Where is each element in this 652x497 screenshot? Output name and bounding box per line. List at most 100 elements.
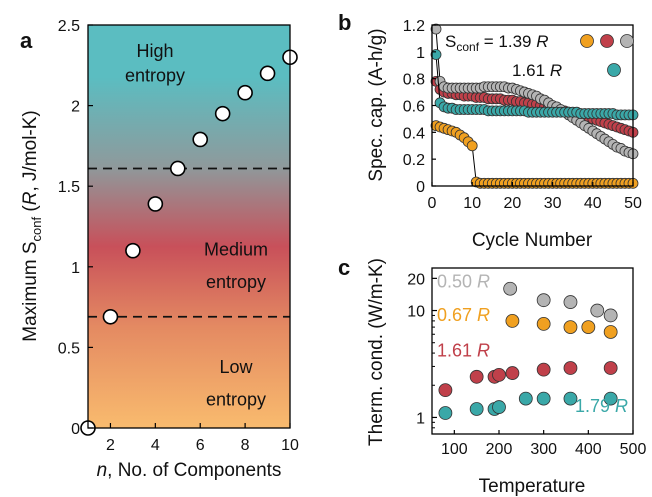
- x-tick-label: 20: [504, 195, 522, 212]
- data-point-orange: [505, 313, 520, 328]
- data-point: [169, 160, 186, 177]
- data-point-gray: [503, 281, 518, 296]
- series-label-red: 1.61 R: [437, 341, 490, 361]
- x-tick-label: 100: [441, 441, 468, 458]
- y-tick-label: 0: [71, 421, 80, 438]
- data-point-gray: [563, 295, 578, 309]
- panel-a: a High entropy Medium entropy Low entropy 2 4 6…: [20, 18, 299, 481]
- y-tick-label: 2: [71, 99, 80, 116]
- data-point-red: [505, 366, 520, 380]
- data-point-teal: [603, 391, 618, 406]
- panel-b: b Sconf = 1.39 R1.61 R 0 10 20 30 40 50 00.20…: [338, 10, 642, 251]
- y-tick-label: 0.8: [403, 72, 425, 89]
- data-point-red: [536, 362, 551, 377]
- panel-c-plot-area: [432, 268, 633, 434]
- y-tick-label: 1.5: [58, 179, 80, 196]
- series-label-r: R: [615, 396, 628, 416]
- panel-b-label: b: [338, 10, 351, 35]
- data-point: [102, 308, 119, 325]
- x-tick-label: 4: [151, 437, 160, 454]
- x-tick-label: 10: [463, 195, 481, 212]
- y-tick-label: 0.6: [403, 99, 425, 116]
- x-tick-label: 300: [530, 441, 557, 458]
- panel-a-background: [88, 25, 290, 428]
- y-tick-label: 0.4: [403, 125, 425, 142]
- y-tick-label: 1: [416, 410, 425, 427]
- data-point-teal: [518, 391, 533, 406]
- data-point-red: [438, 383, 453, 398]
- series-label-gray: 0.50 R: [437, 271, 490, 291]
- region-label-1-line1: High: [136, 41, 173, 61]
- data-point-gray: [590, 303, 605, 318]
- data-point: [214, 105, 231, 122]
- y-tick-label: 2.5: [58, 18, 80, 35]
- panel-a-xlabel: n, No. of Components: [97, 460, 282, 481]
- panel-c-frame: [431, 267, 634, 435]
- data-point-gray: [430, 23, 442, 35]
- region-label-3-line2: entropy: [206, 389, 266, 409]
- x-tick-label: 30: [544, 195, 562, 212]
- region-label-2-line1: Medium: [204, 240, 268, 260]
- legend-label-1: Sconf = 1.39 R: [445, 32, 549, 54]
- data-point: [125, 242, 141, 259]
- data-point-red: [492, 368, 506, 382]
- data-point-orange: [581, 320, 596, 334]
- x-tick-label: 50: [624, 195, 642, 212]
- y-tick-label: 1: [416, 45, 425, 62]
- x-tick-label: 8: [241, 437, 250, 454]
- legend-text-part: conf: [456, 40, 479, 54]
- legend-marker-teal: [607, 63, 621, 77]
- x-tick-label: 0: [428, 195, 437, 212]
- panel-c-label: c: [338, 255, 350, 280]
- y-tick-label: 1.2: [403, 18, 425, 35]
- region-label-3-line1: Low: [219, 357, 253, 377]
- data-point-red: [603, 361, 618, 375]
- panel-c-xlabel: Temperature: [479, 476, 586, 497]
- data-point-red: [563, 361, 578, 375]
- region-label-2-line2: entropy: [206, 272, 266, 292]
- y-tick-label: 1: [71, 260, 80, 277]
- data-point-gray: [603, 308, 618, 323]
- data-point-teal: [438, 406, 453, 420]
- series-label-value: 0.67: [437, 305, 477, 325]
- series-label-value: 1.61: [437, 341, 477, 361]
- x-tick-label: 6: [196, 437, 205, 454]
- y-tick-label: 0.2: [403, 152, 425, 169]
- data-point: [147, 196, 164, 212]
- data-point-teal: [469, 402, 484, 416]
- data-point-teal: [492, 400, 506, 414]
- data-point-teal: [563, 391, 578, 406]
- x-tick-label: 2: [106, 437, 115, 454]
- series-label-value: 0.50: [437, 271, 477, 291]
- data-point-orange: [603, 325, 618, 339]
- legend-marker-gray: [620, 34, 634, 48]
- panel-c: c 0.50 R0.67 R1.61 R1.79 R 100 200 300 400 5…: [338, 255, 646, 497]
- series-label-r: R: [477, 271, 490, 291]
- y-tick-label: 0.5: [58, 340, 80, 357]
- x-tick-label: 500: [620, 441, 647, 458]
- x-tick-label: 10: [281, 437, 299, 454]
- legend-text-part: S: [445, 32, 456, 51]
- panel-a-frame: [87, 24, 291, 429]
- x-tick-label: 400: [575, 441, 602, 458]
- x-tick-label: 200: [486, 441, 513, 458]
- legend-text-part: = 1.39: [479, 32, 536, 51]
- data-point-orange: [563, 320, 578, 334]
- data-point-teal: [536, 391, 551, 406]
- legend-text-part: R: [536, 32, 548, 51]
- panel-a-ylabel: Maximum Sconf (R, J/mol-K): [20, 110, 44, 342]
- legend-marker-orange: [580, 34, 594, 48]
- data-point-gray: [536, 293, 551, 308]
- data-point-orange: [536, 316, 551, 331]
- y-tick-label: 20: [407, 271, 425, 288]
- data-point-orange: [466, 140, 478, 152]
- x-tick-label: 40: [584, 195, 602, 212]
- data-point: [237, 84, 253, 101]
- series-label-orange: 0.67 R: [437, 305, 490, 325]
- data-point: [259, 65, 276, 82]
- panel-b-ylabel: Spec. cap. (A-h/g): [366, 28, 387, 181]
- series-label-value: 1.79: [575, 396, 615, 416]
- legend-text-part: R: [550, 61, 562, 80]
- panel-a-label: a: [20, 28, 33, 53]
